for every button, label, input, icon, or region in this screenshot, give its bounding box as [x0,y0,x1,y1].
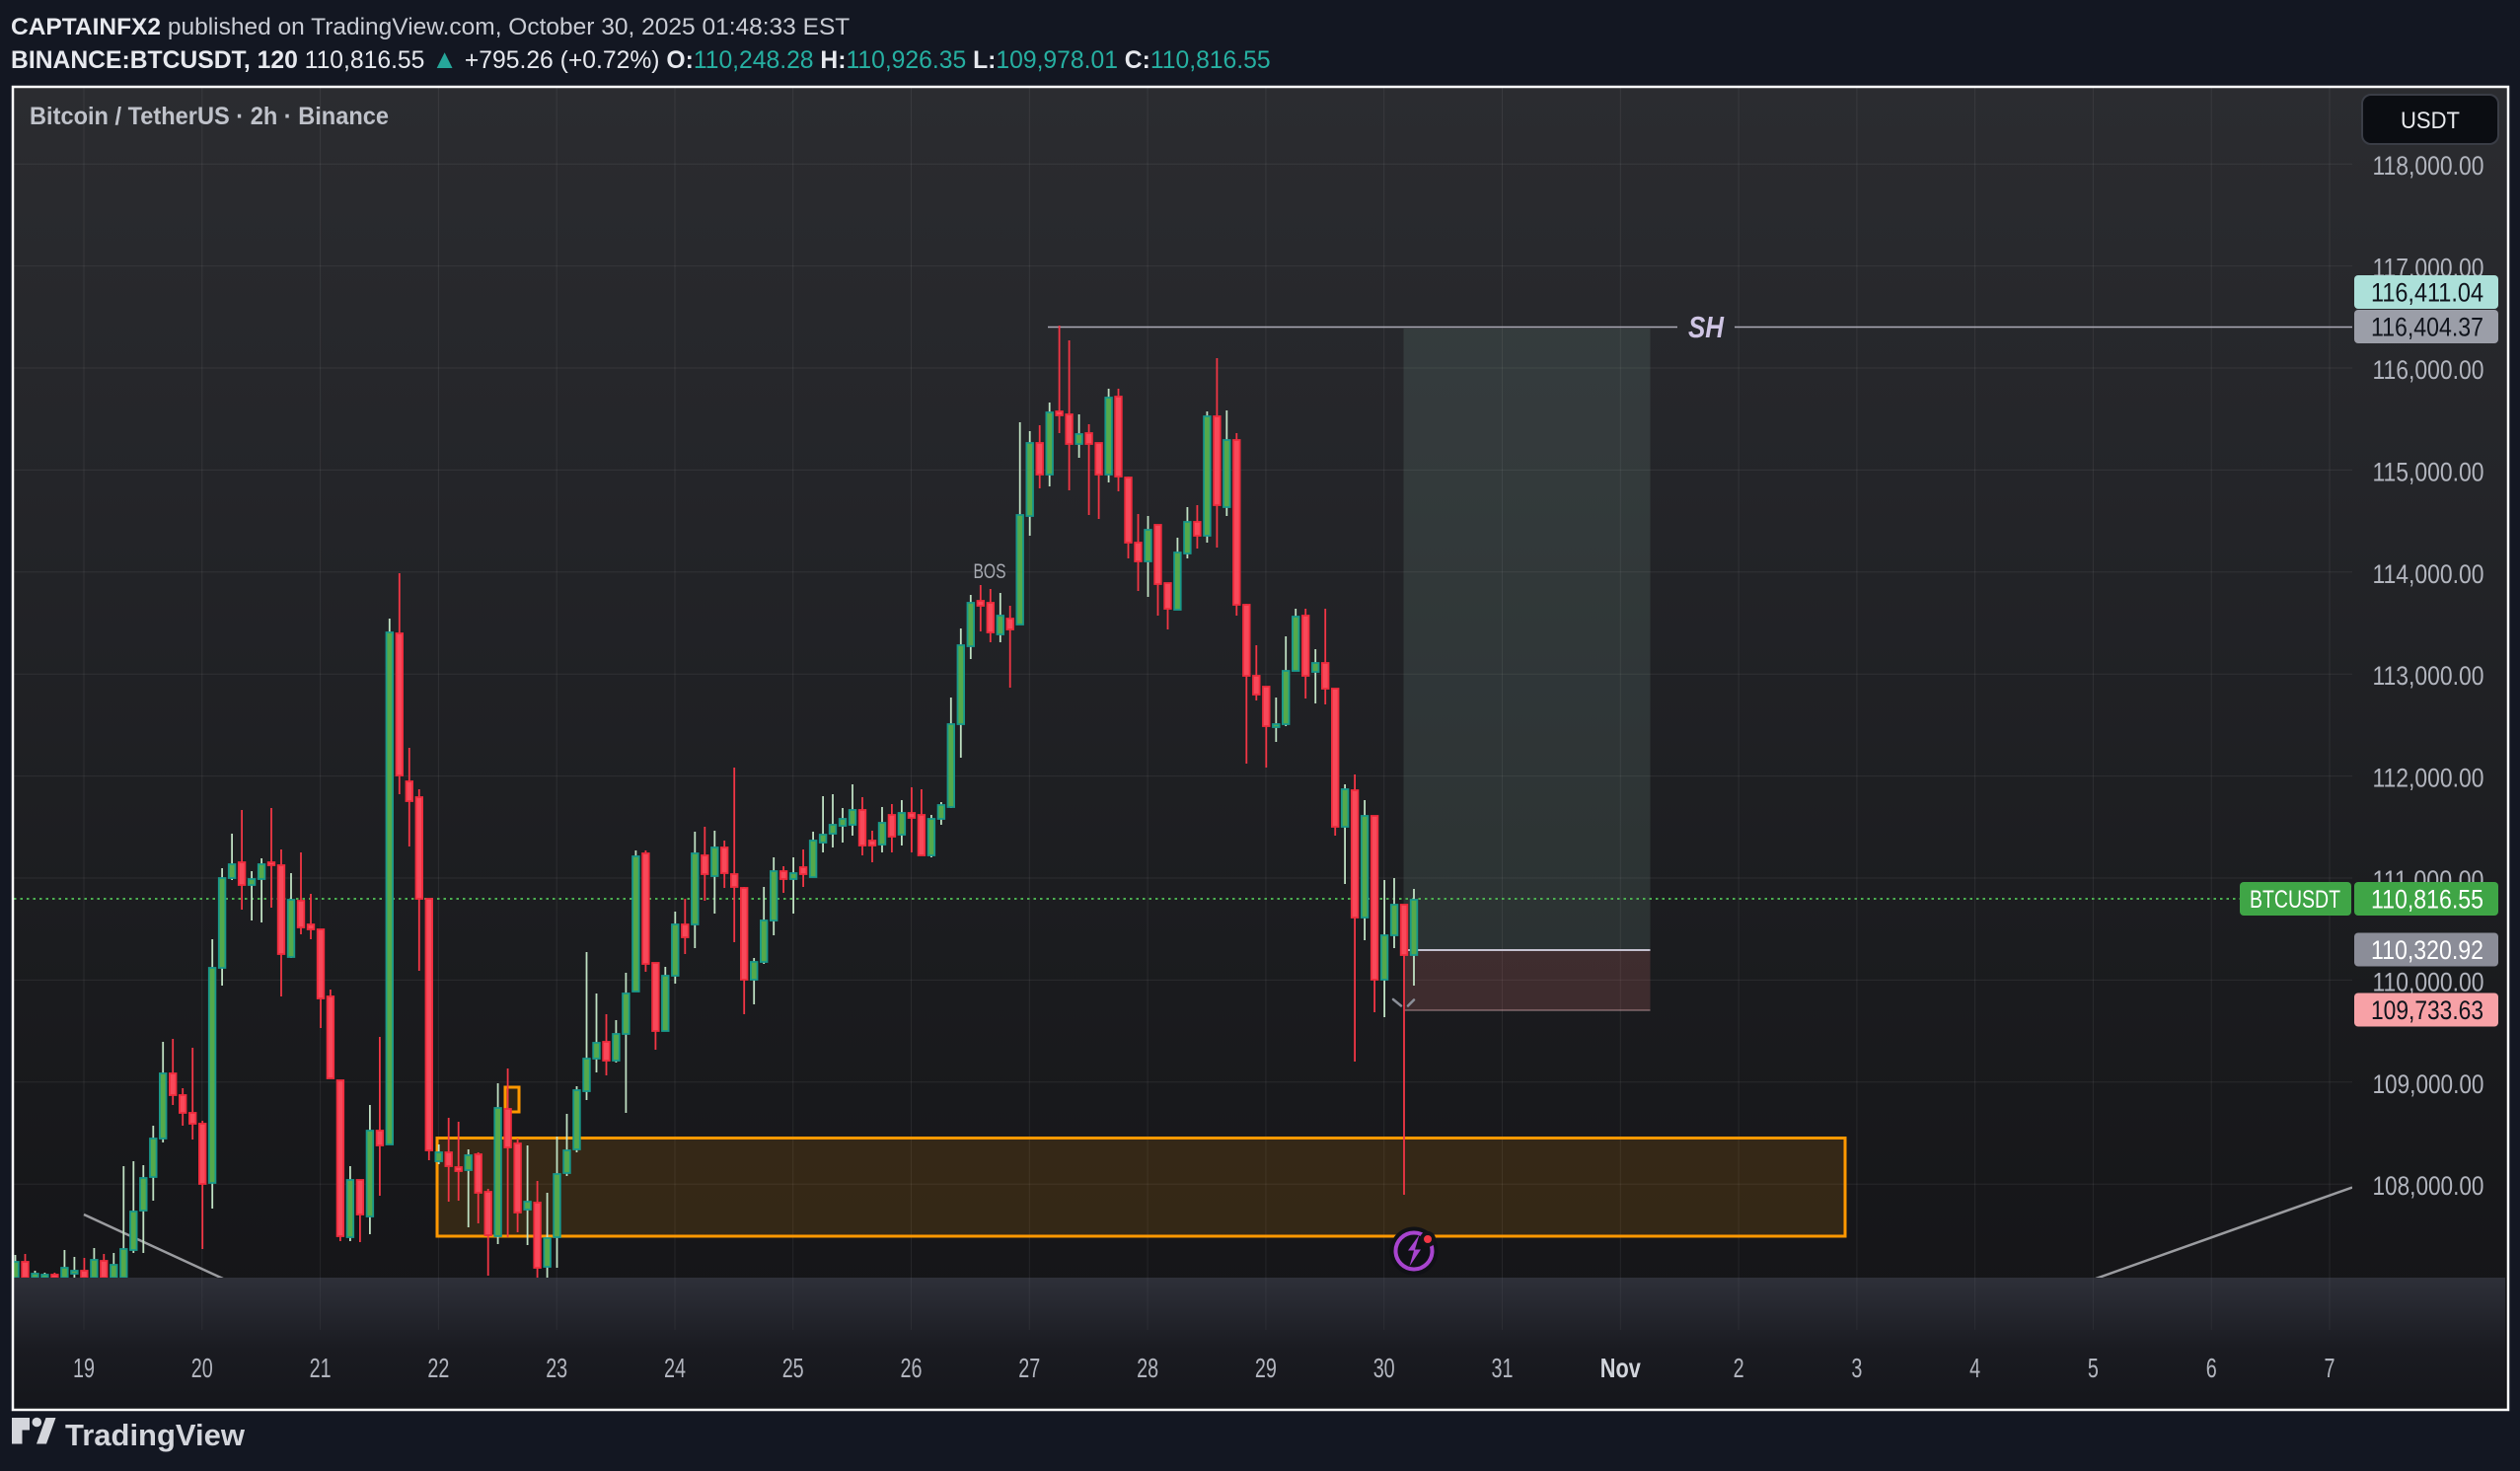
svg-text:3: 3 [1851,1353,1862,1383]
svg-text:116,411.04: 116,411.04 [2371,278,2483,308]
svg-text:Nov: Nov [1600,1353,1641,1383]
svg-text:110,000.00: 110,000.00 [2373,967,2484,996]
svg-text:USDT: USDT [2401,108,2460,134]
svg-text:BOS: BOS [974,560,1006,583]
svg-text:29: 29 [1255,1353,1277,1383]
svg-text:115,000.00: 115,000.00 [2373,457,2484,486]
svg-text:114,000.00: 114,000.00 [2373,559,2484,589]
svg-text:23: 23 [546,1353,567,1383]
svg-text:110,320.92: 110,320.92 [2371,935,2483,965]
svg-text:TradingView: TradingView [65,1418,246,1452]
svg-text:Bitcoin / TetherUS · 2h · Bina: Bitcoin / TetherUS · 2h · Binance [30,103,389,130]
svg-text:28: 28 [1137,1353,1158,1383]
svg-text:22: 22 [427,1353,449,1383]
svg-text:109,733.63: 109,733.63 [2371,995,2483,1025]
svg-text:2: 2 [1734,1353,1744,1383]
svg-text:SH: SH [1688,310,1725,344]
svg-text:24: 24 [664,1353,686,1383]
svg-text:118,000.00: 118,000.00 [2373,151,2484,181]
svg-text:4: 4 [1969,1353,1980,1383]
svg-text:20: 20 [191,1353,213,1383]
svg-text:21: 21 [310,1353,332,1383]
svg-text:108,000.00: 108,000.00 [2373,1171,2484,1201]
svg-text:110,816.55: 110,816.55 [2371,885,2483,915]
svg-text:25: 25 [782,1353,804,1383]
svg-text:27: 27 [1018,1353,1040,1383]
svg-text:116,000.00: 116,000.00 [2373,355,2484,385]
svg-text:7: 7 [2325,1353,2335,1383]
svg-text:112,000.00: 112,000.00 [2373,764,2484,793]
svg-text:6: 6 [2206,1353,2217,1383]
svg-text:BTCUSDT: BTCUSDT [2250,886,2340,914]
svg-text:BINANCE:BTCUSDT, 120 110,816.5: BINANCE:BTCUSDT, 120 110,816.55 ▲ +795.2… [11,44,1271,74]
svg-text:5: 5 [2088,1353,2099,1383]
svg-text:26: 26 [901,1353,923,1383]
svg-text:31: 31 [1492,1353,1514,1383]
svg-text:113,000.00: 113,000.00 [2373,661,2484,691]
svg-text:CAPTAINFX2 published on Tradin: CAPTAINFX2 published on TradingView.com,… [11,14,850,40]
svg-text:30: 30 [1373,1353,1395,1383]
svg-text:116,404.37: 116,404.37 [2371,313,2483,342]
svg-text:19: 19 [73,1353,95,1383]
svg-text:109,000.00: 109,000.00 [2373,1069,2484,1099]
